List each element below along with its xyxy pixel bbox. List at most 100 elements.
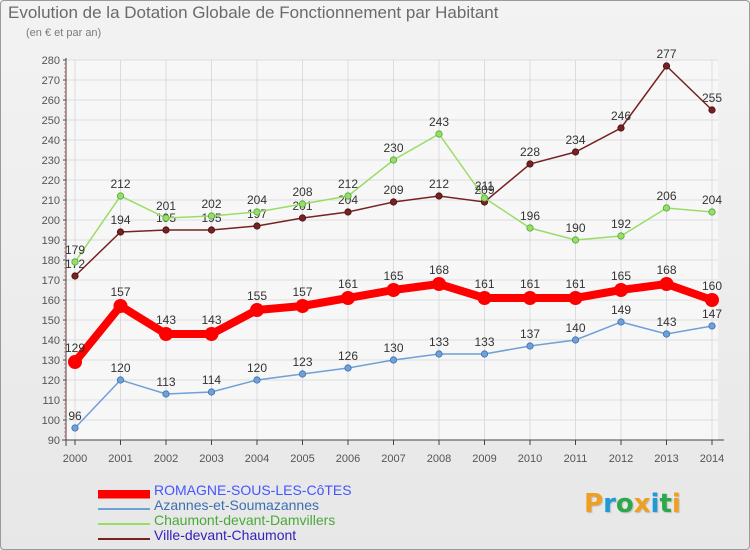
data-point — [662, 62, 671, 70]
data-label: 201 — [156, 199, 176, 213]
data-point — [341, 291, 355, 305]
y-tick-label: 230 — [42, 155, 60, 167]
data-point — [250, 303, 264, 317]
data-point — [295, 299, 310, 313]
x-tick-label: 2013 — [654, 453, 678, 465]
x-tick-label: 2002 — [154, 453, 178, 465]
data-label: 120 — [110, 361, 130, 375]
data-label: 155 — [247, 289, 267, 303]
y-tick-label: 250 — [42, 115, 60, 127]
data-point — [68, 355, 82, 369]
data-label: 192 — [611, 217, 631, 231]
logo-letter: o — [615, 489, 634, 519]
data-label: 212 — [110, 177, 130, 191]
data-point — [253, 376, 261, 384]
data-label: 113 — [156, 375, 175, 389]
data-label: 165 — [611, 269, 631, 283]
data-label: 143 — [656, 315, 676, 329]
data-label: 137 — [520, 327, 540, 341]
data-point — [662, 204, 671, 212]
data-label: 204 — [247, 193, 267, 207]
data-label: 206 — [656, 189, 676, 203]
data-point — [162, 214, 170, 222]
data-label: 202 — [201, 197, 221, 211]
data-point — [253, 222, 261, 230]
data-label: 255 — [702, 91, 722, 105]
data-label: 130 — [383, 341, 403, 355]
legend-label-ville: Ville-devant-Chaumont — [154, 527, 297, 543]
data-point — [708, 208, 716, 216]
data-label: 143 — [156, 313, 176, 327]
data-label: 204 — [702, 193, 722, 207]
series-2: 179 212 201 202 204 208 212 230 243 211 196 190 192 2… — [65, 115, 722, 266]
data-point — [113, 299, 128, 313]
data-point — [708, 106, 716, 114]
x-tick-label: 2012 — [609, 453, 633, 465]
y-tick-label: 150 — [42, 315, 60, 327]
data-label: 161 — [520, 277, 540, 291]
data-point — [204, 327, 219, 341]
data-label: 123 — [292, 355, 312, 369]
chart-subtitle: (en € et par an) — [26, 27, 102, 39]
legend-item-azannes: Azannes-et-Soumazannes — [98, 498, 478, 513]
data-point — [568, 291, 583, 305]
data-point — [705, 293, 719, 307]
plot-area — [66, 60, 718, 440]
data-point — [662, 330, 671, 338]
legend-swatch-chaumont — [98, 523, 150, 525]
y-tick-label: 280 — [42, 55, 60, 67]
data-point — [477, 291, 492, 305]
data-point — [344, 208, 352, 216]
data-point — [116, 192, 125, 200]
x-tick-label: 2007 — [381, 453, 405, 465]
data-point — [435, 350, 443, 358]
data-point — [298, 214, 307, 222]
legend-swatch-ville — [98, 538, 150, 540]
data-point — [435, 192, 443, 200]
data-label: 161 — [474, 277, 494, 291]
legend-item-ville: Ville-devant-Chaumont — [98, 528, 478, 543]
data-point — [480, 194, 489, 202]
data-point — [71, 272, 79, 280]
legend: ROMAGNE-SOUS-LES-CôTES Azannes-et-Soumaz… — [98, 483, 478, 543]
data-point — [571, 148, 580, 156]
x-tick-label: 2006 — [336, 453, 360, 465]
data-label: 194 — [110, 213, 130, 227]
y-tick-label: 180 — [42, 255, 60, 267]
y-tick-label: 210 — [42, 195, 60, 207]
data-label: 209 — [474, 183, 494, 197]
data-label: 196 — [520, 209, 540, 223]
data-label: 179 — [65, 243, 85, 257]
data-point — [389, 198, 398, 206]
data-point — [617, 318, 625, 326]
data-point — [344, 192, 352, 200]
data-point — [116, 376, 125, 384]
y-tick-label: 120 — [42, 375, 60, 387]
data-label: 161 — [338, 277, 358, 291]
data-label: 165 — [383, 269, 403, 283]
x-tick-label: 2008 — [427, 453, 451, 465]
x-tick-label: 2003 — [199, 453, 223, 465]
data-point — [207, 212, 216, 220]
data-point — [432, 277, 446, 291]
data-label: 129 — [65, 341, 85, 355]
data-label: 133 — [429, 335, 449, 349]
x-tick-label: 2004 — [245, 453, 269, 465]
y-tick-label: 100 — [42, 415, 60, 427]
x-tick-label: 2009 — [472, 453, 496, 465]
data-label: 243 — [429, 115, 449, 129]
legend-item-chaumont: Chaumont-devant-Damvillers — [98, 513, 478, 528]
y-tick-label: 160 — [42, 295, 60, 307]
data-label: 120 — [247, 361, 267, 375]
data-label: 143 — [201, 313, 221, 327]
data-point — [389, 356, 398, 364]
data-label: 147 — [702, 307, 722, 321]
data-label: 208 — [292, 185, 312, 199]
data-label: 212 — [429, 177, 449, 191]
data-point — [526, 342, 534, 350]
x-tick-label: 2000 — [63, 453, 87, 465]
data-label: 161 — [565, 277, 585, 291]
data-label: 157 — [110, 285, 130, 299]
y-tick-label: 220 — [42, 175, 60, 187]
y-tick-label: 260 — [42, 95, 60, 107]
